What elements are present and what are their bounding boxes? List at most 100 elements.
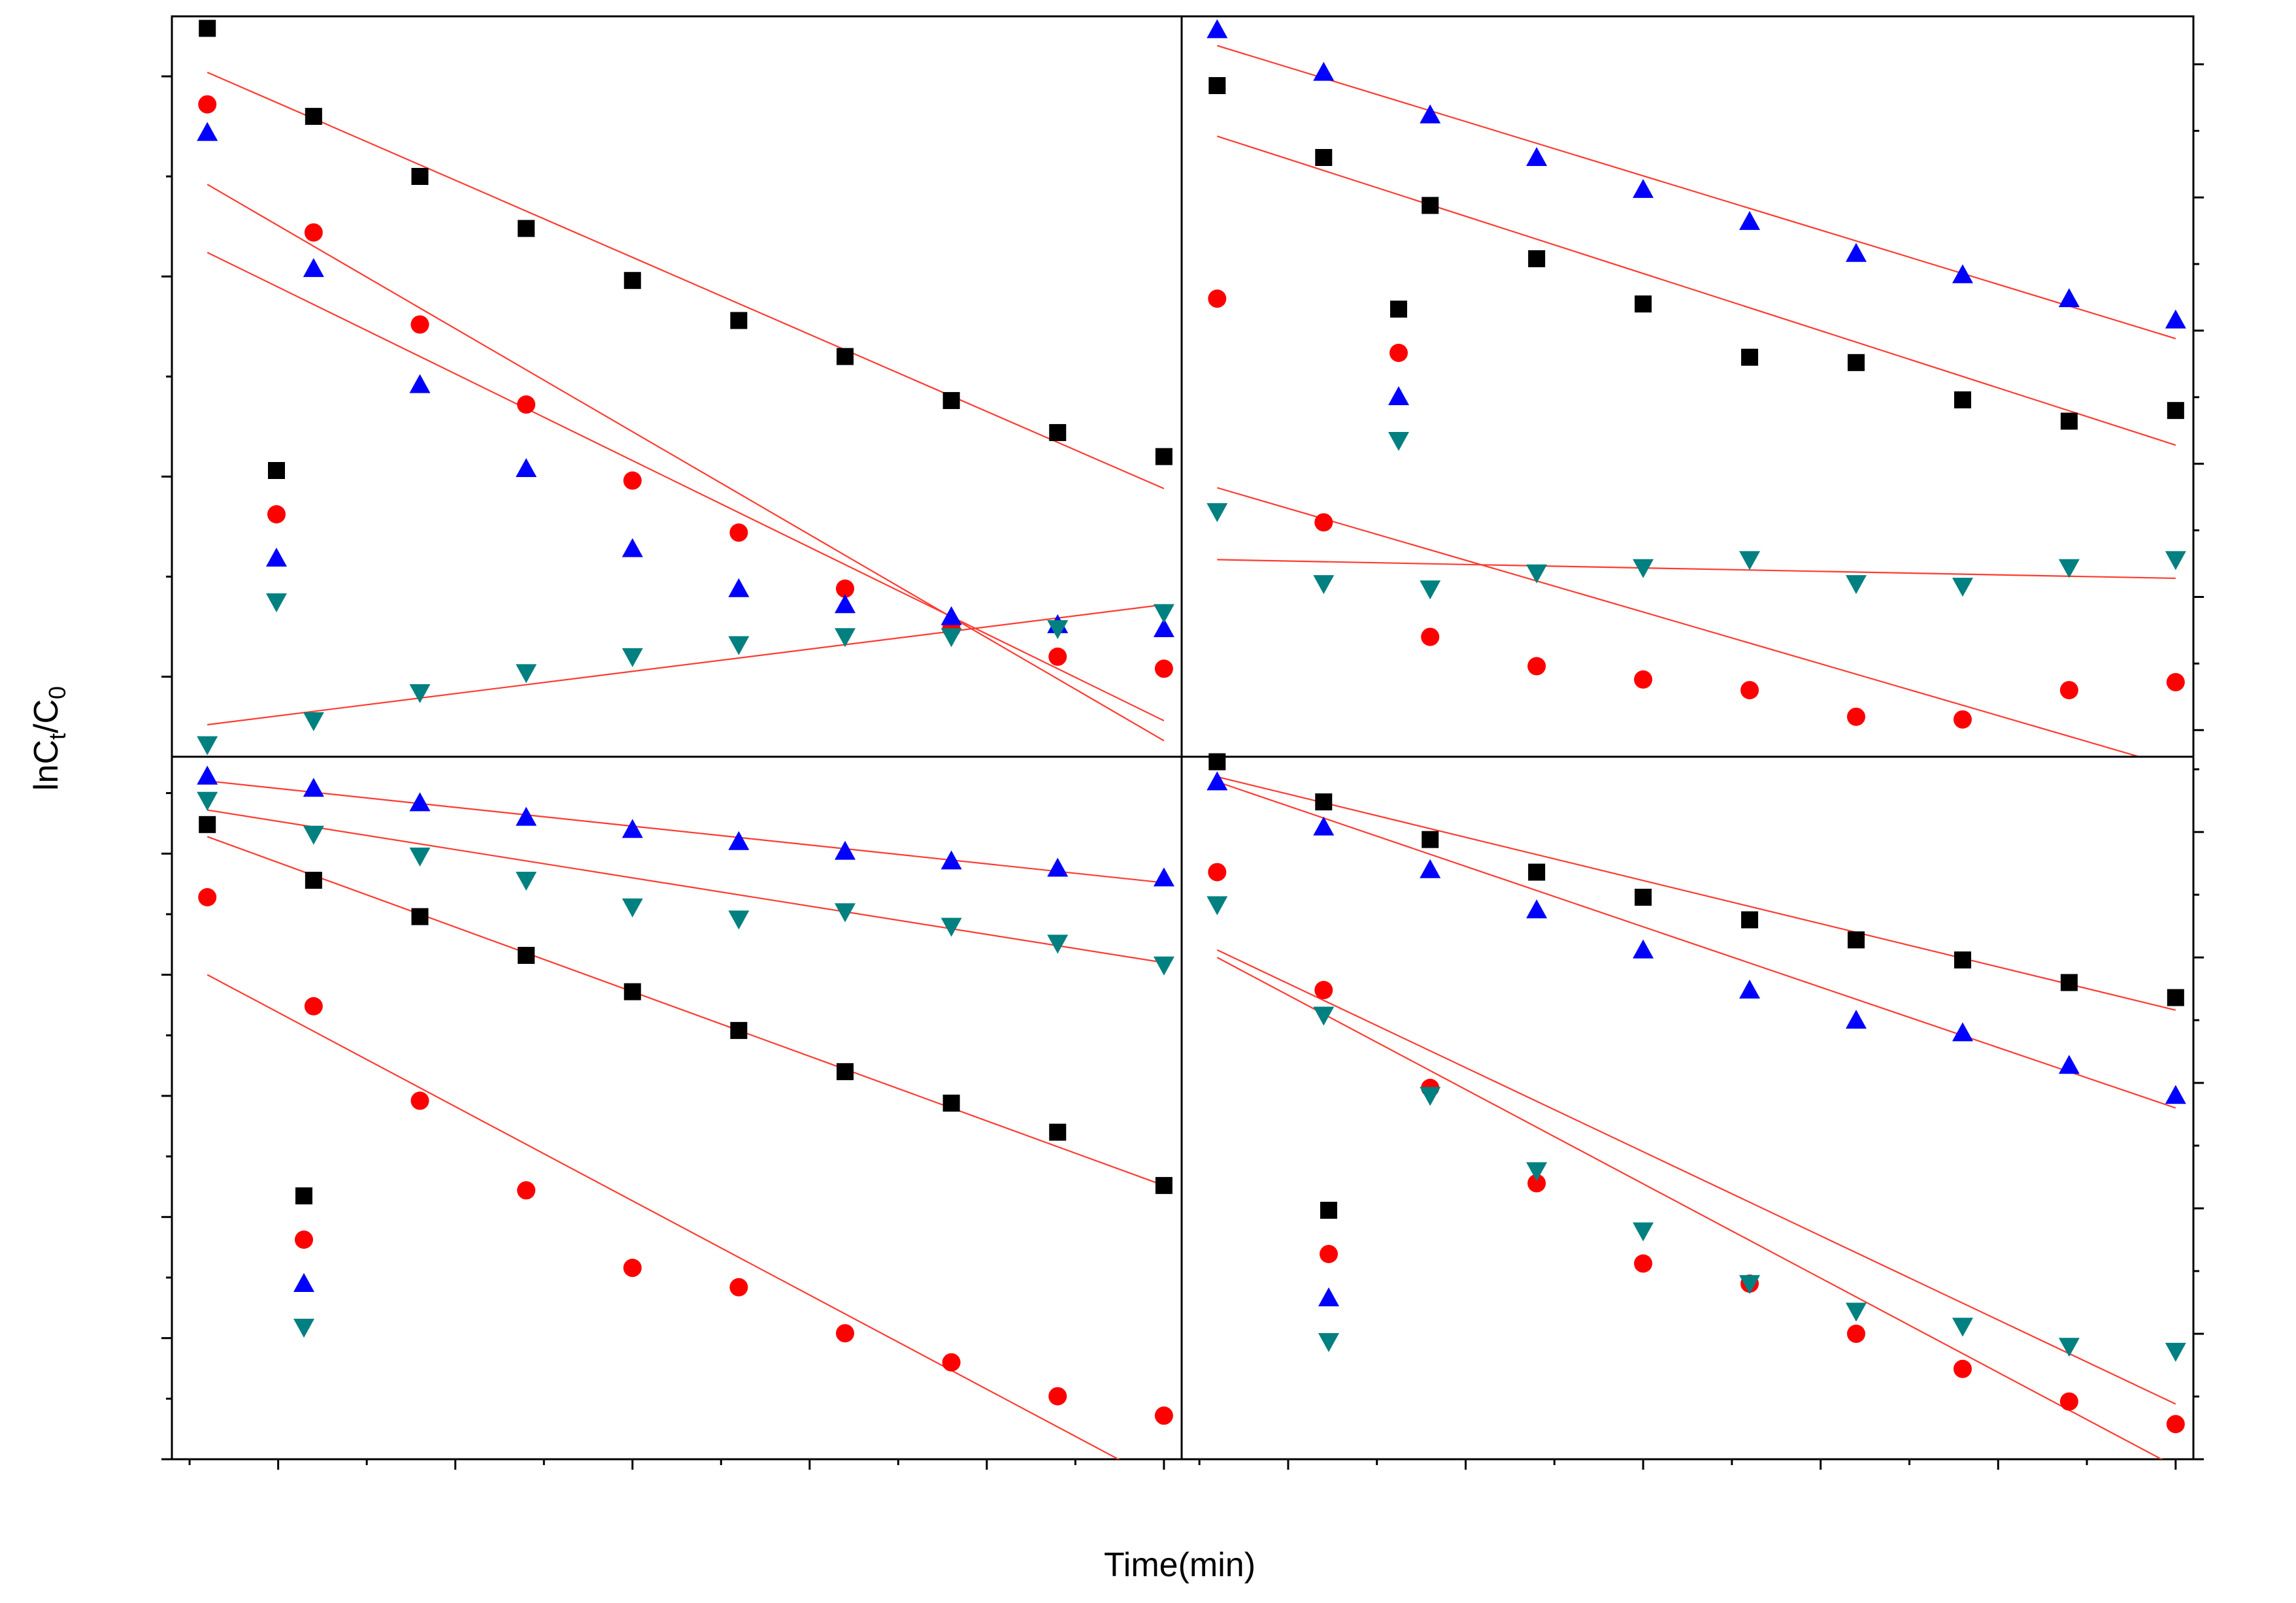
panel-d-point-30-mg bbox=[1422, 831, 1439, 848]
panel-a-fit-line-100-mg bbox=[207, 604, 1165, 726]
panel-a-point-100-mg bbox=[728, 636, 750, 655]
panel-d-series-50-mg bbox=[1206, 771, 2186, 1104]
panel-b-point-100-mg bbox=[1313, 575, 1335, 595]
panel-a-series-50-mg bbox=[197, 122, 1174, 638]
panel-a-series-40-mg bbox=[198, 95, 1173, 678]
panel-a-point-100-mg bbox=[940, 628, 962, 648]
panel-a-point-50-mg bbox=[516, 458, 537, 478]
panel-a-point-40-mg bbox=[729, 523, 748, 542]
panel-a-point-100-mg bbox=[303, 712, 324, 731]
panel-a-legend-marker-30-mg bbox=[268, 462, 285, 479]
panel-a-point-50-mg bbox=[1153, 618, 1174, 638]
panel-c-point-40-mg bbox=[304, 997, 323, 1016]
panel-d-point-40-mg bbox=[1314, 981, 1333, 1000]
panel-b-point-40-mg bbox=[1634, 670, 1653, 689]
panel-d-point-100-mg bbox=[1633, 1222, 1654, 1242]
panel-d-point-40-mg bbox=[1953, 1359, 1972, 1378]
panel-c-series-100-mg bbox=[197, 791, 1174, 976]
panel-b-point-40-mg bbox=[1847, 707, 1865, 726]
panel-a-point-100-mg bbox=[197, 736, 218, 755]
panel-b-point-40-mg bbox=[1740, 681, 1759, 700]
panel-c-point-100-mg bbox=[622, 898, 643, 917]
panel-b-point-50-mg bbox=[2165, 309, 2186, 329]
panel-b-point-100-mg bbox=[1633, 559, 1654, 578]
panel-b-legend-marker-30-mg bbox=[1390, 301, 1407, 318]
panel-a-point-40-mg bbox=[1154, 659, 1173, 678]
panel-c-point-30-mg bbox=[1155, 1177, 1173, 1195]
panel-b-point-50-mg bbox=[2058, 288, 2080, 308]
panel-d-point-30-mg bbox=[1315, 793, 1333, 811]
panel-c-point-100-mg bbox=[1047, 934, 1069, 954]
panel-b-legend-marker-40-mg bbox=[1389, 344, 1408, 362]
panel-d-point-50-mg bbox=[1952, 1022, 1973, 1042]
panel-b-point-50-mg bbox=[1633, 178, 1654, 198]
panel-d-legend bbox=[1318, 1202, 1339, 1352]
panel-b-point-30-mg bbox=[1208, 76, 1226, 94]
panel-c-series-50-mg bbox=[197, 765, 1174, 887]
panel-d-point-100-mg bbox=[2165, 1342, 2186, 1362]
panel-d-point-40-mg bbox=[1847, 1325, 1865, 1344]
panel-d-point-30-mg bbox=[2060, 974, 2078, 991]
panel-a-legend-marker-40-mg bbox=[267, 505, 286, 523]
panel-d-point-30-mg bbox=[1848, 931, 1865, 949]
x-axis-label: Time(min) bbox=[1104, 1546, 1256, 1584]
panel-b-point-100-mg bbox=[1952, 578, 1973, 597]
panel-a-point-100-mg bbox=[1153, 604, 1174, 623]
panel-d-point-50-mg bbox=[1420, 859, 1441, 878]
panel-d-point-50-mg bbox=[1206, 771, 1228, 791]
panel-b-series-100-mg bbox=[1206, 503, 2186, 600]
panel-a-point-30-mg bbox=[411, 167, 429, 185]
panel-b-point-50-mg bbox=[1526, 147, 1548, 167]
panel-c-point-100-mg bbox=[728, 910, 750, 930]
panel-d-fit-lines bbox=[1216, 776, 2176, 1459]
panel-d-point-100-mg bbox=[2058, 1338, 2080, 1357]
panel-c-point-100-mg bbox=[835, 903, 856, 923]
panel-d-point-50-mg bbox=[1526, 899, 1548, 919]
panel-a-legend-marker-50-mg bbox=[266, 548, 287, 567]
panel-b-point-30-mg bbox=[1422, 197, 1439, 214]
panel-d-point-100-mg bbox=[1846, 1302, 1867, 1322]
panel-a-point-30-mg bbox=[837, 348, 854, 365]
panel-c-point-30-mg bbox=[305, 872, 322, 889]
panel-a-fit-lines bbox=[207, 71, 1165, 742]
y-axis-label-sub-t: t bbox=[44, 733, 71, 740]
panel-a-point-30-mg bbox=[1049, 423, 1067, 441]
panel-c-point-40-mg bbox=[1048, 1387, 1067, 1406]
panel-b-point-30-mg bbox=[1635, 295, 1652, 313]
panel-a-point-100-mg bbox=[1047, 620, 1069, 640]
panel-b-point-50-mg bbox=[1846, 242, 1867, 262]
panel-b-series-30-mg bbox=[1208, 76, 2184, 430]
panel-d-point-50-mg bbox=[1846, 1010, 1867, 1029]
panel-b-fit-line-50-mg bbox=[1216, 44, 2176, 340]
panel-c-fit-line-100-mg bbox=[207, 809, 1165, 964]
panel-b-point-50-mg bbox=[1313, 61, 1335, 81]
panel-c-point-30-mg bbox=[837, 1063, 854, 1080]
panel-a-point-30-mg bbox=[199, 20, 216, 37]
panel-a-point-100-mg bbox=[409, 684, 431, 704]
panel-d-point-100-mg bbox=[1526, 1162, 1548, 1182]
panel-a-point-100-mg bbox=[622, 648, 643, 667]
panel-c-point-50-mg bbox=[728, 831, 750, 850]
panel-d bbox=[1180, 753, 2204, 1470]
panel-d-point-40-mg bbox=[1527, 1174, 1546, 1193]
panel-b bbox=[1180, 15, 2204, 758]
panel-d-point-50-mg bbox=[1633, 939, 1654, 959]
panel-b-point-30-mg bbox=[2167, 402, 2184, 420]
panel-d-point-100-mg bbox=[1739, 1275, 1761, 1295]
panel-d-point-100-mg bbox=[1313, 1006, 1335, 1026]
panel-c-point-40-mg bbox=[410, 1091, 429, 1110]
panel-b-point-40-mg bbox=[1421, 627, 1440, 646]
panel-a-point-30-mg bbox=[730, 312, 748, 329]
panel-c bbox=[161, 755, 1183, 1470]
panel-a-point-30-mg bbox=[305, 108, 322, 125]
y-axis-label-sub-0: 0 bbox=[44, 686, 71, 699]
panel-a-point-40-mg bbox=[623, 471, 642, 490]
panel-c-series-30-mg bbox=[199, 816, 1173, 1195]
panel-a-point-30-mg bbox=[624, 272, 641, 289]
panel-b-point-30-mg bbox=[1954, 391, 1971, 408]
panel-c-point-40-mg bbox=[942, 1353, 961, 1372]
panel-d-point-30-mg bbox=[1954, 951, 1971, 968]
panel-c-point-50-mg bbox=[197, 765, 218, 785]
panel-d-point-50-mg bbox=[1313, 816, 1335, 836]
panel-a-point-100-mg bbox=[835, 628, 856, 648]
